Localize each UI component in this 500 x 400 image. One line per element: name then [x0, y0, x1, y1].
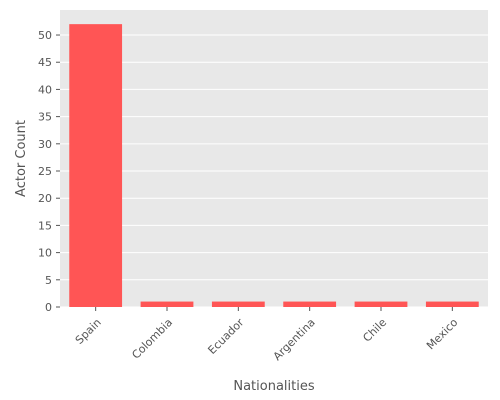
x-tick-label: Spain: [73, 316, 104, 347]
y-axis: 0 5 10 15 20 25 30 35 40 45 50: [38, 29, 60, 314]
y-tick-label: 40: [38, 83, 52, 96]
bars: [69, 24, 479, 308]
y-tick-label: 45: [38, 56, 52, 69]
bar: [69, 24, 123, 308]
bar: [354, 301, 408, 307]
y-tick-label: 35: [38, 111, 52, 124]
y-tick-label: 50: [38, 29, 52, 42]
x-axis: Spain Colombia Ecuador Argentina Chile Mexico: [73, 307, 461, 363]
plot-area: [60, 10, 488, 307]
x-tick-label: Argentina: [271, 316, 318, 363]
y-tick-label: 15: [38, 219, 52, 232]
y-axis-title: Actor Count: [14, 120, 29, 197]
bar: [140, 301, 194, 307]
x-tick-label: Chile: [360, 316, 389, 345]
bar: [425, 301, 479, 307]
gridlines: [60, 34, 488, 308]
bar: [211, 301, 265, 307]
x-tick-label: Colombia: [129, 316, 175, 362]
x-tick-label: Ecuador: [205, 316, 246, 357]
y-tick-label: 20: [38, 192, 52, 205]
y-tick-label: 25: [38, 165, 52, 178]
x-axis-title: Nationalities: [233, 379, 314, 394]
y-tick-label: 30: [38, 138, 52, 151]
y-tick-label: 0: [45, 301, 52, 314]
y-tick-label: 5: [45, 274, 52, 287]
x-tick-label: Mexico: [424, 316, 461, 353]
bar: [283, 301, 337, 307]
y-tick-label: 10: [38, 247, 52, 260]
